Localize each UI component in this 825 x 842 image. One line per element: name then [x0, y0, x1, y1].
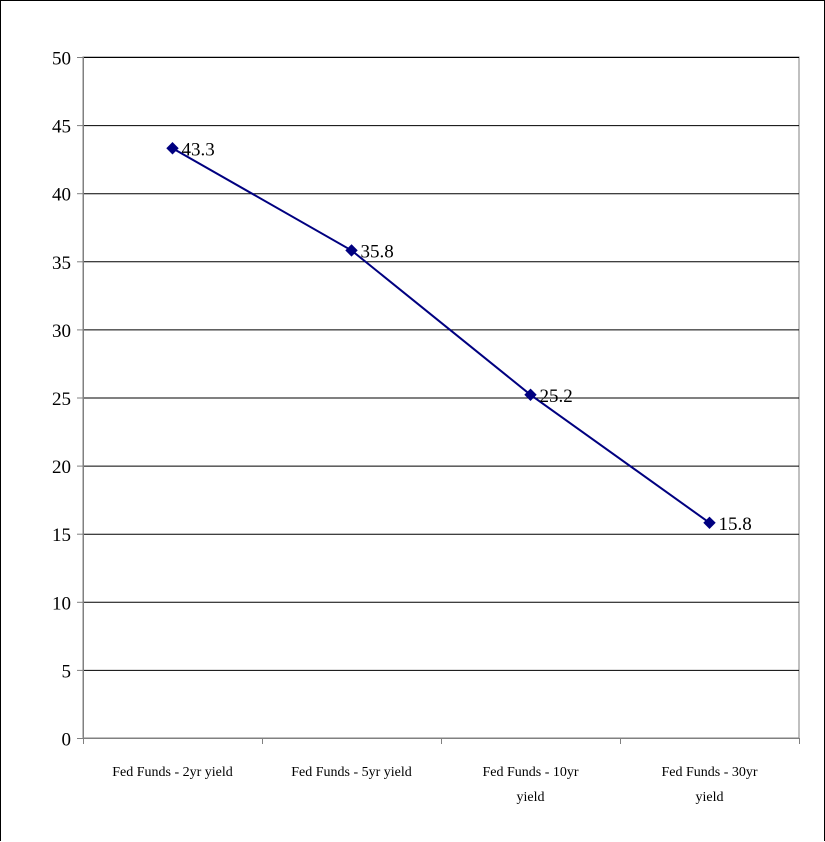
y-tick-label: 15	[52, 525, 71, 546]
y-tick-label: 5	[62, 661, 72, 682]
y-tick-label: 20	[52, 457, 71, 478]
data-point-marker	[345, 244, 358, 257]
data-label: 35.8	[361, 241, 394, 262]
x-tick-labels: Fed Funds - 2yr yield Fed Funds - 5yr yie…	[112, 765, 758, 805]
y-tick-label: 0	[62, 730, 72, 751]
data-point-marker	[524, 388, 537, 401]
data-label: 15.8	[719, 514, 752, 535]
data-point-marker	[703, 516, 716, 530]
y-tick-label: 35	[52, 253, 71, 274]
data-label: 25.2	[540, 386, 573, 407]
y-tick-label: 50	[52, 49, 71, 70]
data-point-marker	[166, 142, 179, 155]
y-tick-labels: 0 5 10 15 20 25 30 35 40 45 50	[52, 49, 71, 751]
y-tick-label: 25	[52, 389, 71, 410]
data-labels: 43.3 35.8 25.2 15.8	[182, 139, 752, 535]
x-tick-label: Fed Funds - 2yr yield	[112, 765, 233, 780]
axes	[77, 57, 800, 744]
x-tick-label: Fed Funds - 10yr yield	[482, 765, 578, 805]
y-tick-label: 40	[52, 185, 71, 206]
x-tick-label: Fed Funds - 30yr yield	[661, 765, 757, 805]
y-tick-label: 45	[52, 117, 71, 138]
data-label: 43.3	[182, 139, 215, 160]
y-tick-label: 10	[52, 593, 71, 614]
x-tick-label: Fed Funds - 5yr yield	[291, 765, 412, 780]
series-line-group	[166, 142, 716, 530]
y-tick-label: 30	[52, 321, 71, 342]
series-line	[172, 147, 711, 524]
